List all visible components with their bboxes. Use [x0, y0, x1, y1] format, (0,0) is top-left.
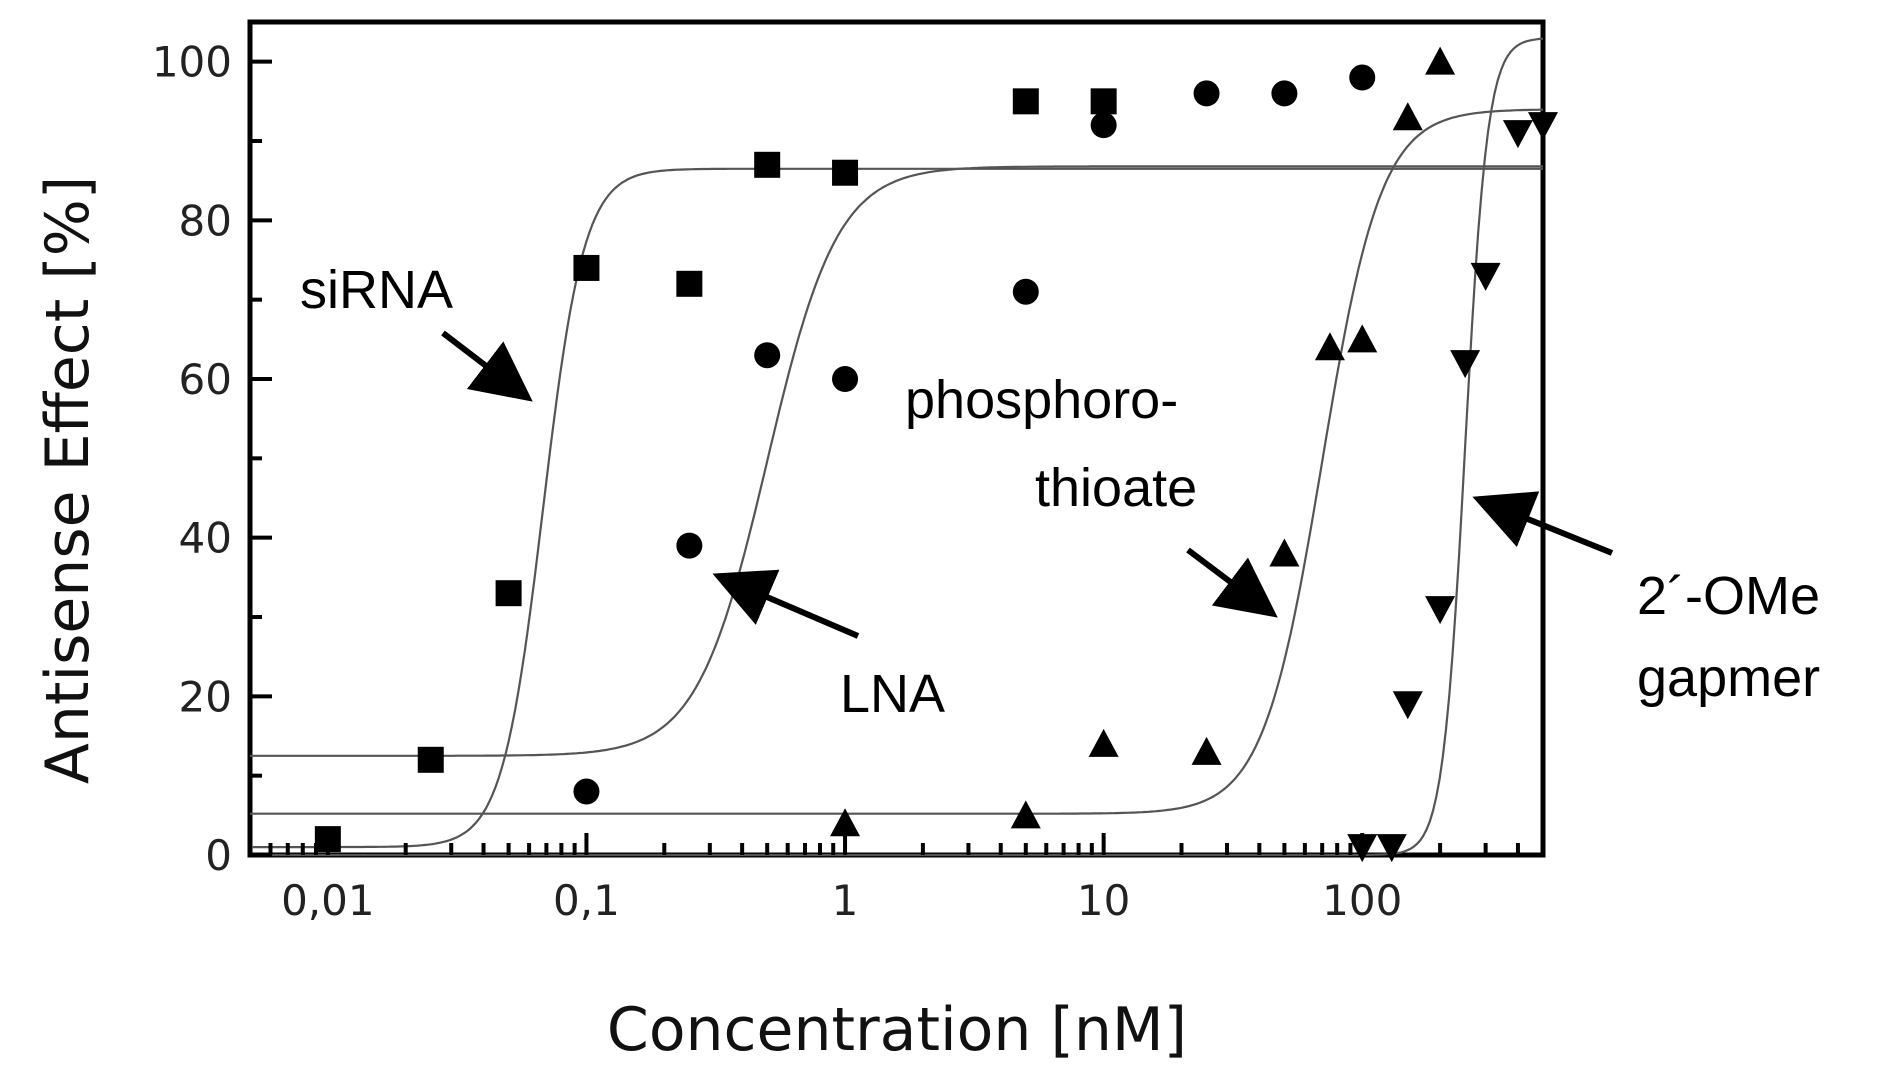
arrow-sirna: [441, 330, 533, 402]
phosphoro-thioate-point: [1392, 102, 1423, 131]
arrow-2ome-gapmer: [1472, 491, 1614, 556]
sirna-point: [754, 151, 781, 178]
sirna-point: [676, 270, 703, 297]
y-tick-label: 60: [179, 355, 232, 404]
annotation-lna: LNA: [840, 664, 945, 724]
fit-curve-phosphoro-thioate: [250, 108, 1543, 815]
x-tick-label: 0,1: [553, 876, 620, 925]
x-tick-label: 0,01: [281, 876, 375, 925]
2-ome-gapmer-point: [1392, 691, 1423, 720]
phosphoro-thioate-point: [1314, 332, 1345, 361]
y-axis-ticks: 0 20 40 60 80 100: [152, 38, 272, 880]
plot-area: [247, 19, 1546, 858]
y-tick-label: 0: [205, 831, 232, 880]
sirna-point: [573, 254, 600, 281]
phosphoro-thioate-point: [1088, 728, 1119, 757]
lna-point: [1271, 80, 1298, 107]
annotation-thioate: thioate: [1035, 458, 1197, 518]
annotation-gapmer: gapmer: [1637, 648, 1820, 708]
sirna-point: [417, 746, 444, 773]
2-ome-gapmer-point: [1450, 350, 1481, 379]
sirna-point: [832, 159, 859, 186]
lna-point: [573, 778, 600, 805]
y-tick-label: 20: [179, 672, 232, 721]
x-axis-title: Concentration [nM]: [607, 995, 1187, 1065]
fit-curve-sirna: [250, 167, 1543, 849]
annotation-phosphoro: phosphoro-: [905, 370, 1178, 430]
x-axis-ticks: 0,01 0,1 1 10 100: [248, 833, 1545, 925]
y-tick-label: 80: [179, 196, 232, 245]
x-tick-label: 100: [1322, 876, 1402, 925]
sirna-point: [495, 580, 522, 607]
phosphoro-thioate-point: [830, 808, 861, 837]
2-ome-gapmer-point: [1376, 834, 1407, 863]
arrow-phosphorothioate: [1186, 547, 1278, 618]
phosphoro-thioate-point: [1347, 324, 1378, 353]
annotations: siRNA LNA phosphoro- thioate 2´-OMe gapm…: [300, 260, 1820, 724]
lna-point: [832, 366, 859, 392]
phosphoro-thioate-point: [1010, 800, 1041, 829]
2-ome-gapmer-point: [1528, 112, 1558, 141]
annotation-sirna: siRNA: [300, 260, 453, 320]
x-tick-label: 1: [832, 876, 859, 925]
2-ome-gapmer-point: [1502, 120, 1533, 149]
y-tick-label: 40: [179, 514, 232, 563]
fit-curves: [250, 37, 1544, 857]
lna-point: [1012, 278, 1039, 305]
lna-point: [1090, 112, 1117, 139]
arrow-lna: [712, 569, 860, 639]
lna-point: [754, 342, 781, 369]
2-ome-gapmer-point: [1425, 596, 1456, 625]
y-axis-title: Antisense Effect [%]: [33, 176, 103, 784]
fit-curve-2-ome-gapmer: [250, 37, 1544, 857]
sirna-point: [1090, 88, 1117, 115]
lna-point: [1349, 64, 1376, 91]
lna-point: [1193, 80, 1220, 107]
x-tick-label: 10: [1077, 876, 1130, 925]
fit-curve-lna: [250, 165, 1543, 757]
phosphoro-thioate-point: [1191, 736, 1222, 765]
y-tick-label: 100: [152, 38, 232, 87]
lna-point: [676, 532, 703, 559]
sirna-point: [1012, 88, 1039, 115]
annotation-2ome: 2´-OMe: [1637, 566, 1820, 626]
phosphoro-thioate-point: [1425, 46, 1456, 75]
2-ome-gapmer-point: [1470, 262, 1501, 291]
